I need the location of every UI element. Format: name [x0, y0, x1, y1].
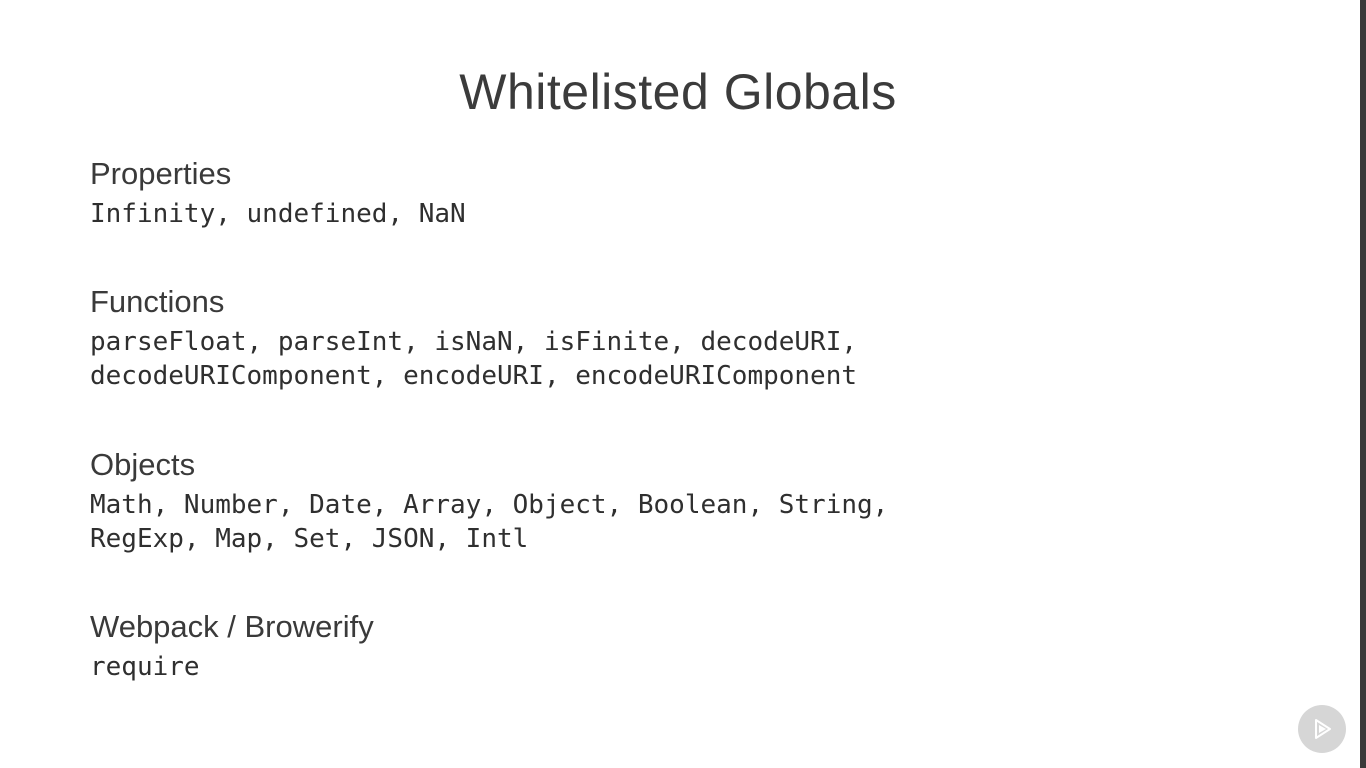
section-body: parseFloat, parseInt, isNaN, isFinite, d… — [90, 325, 1240, 393]
section-body: Math, Number, Date, Array, Object, Boole… — [90, 488, 1240, 556]
scrollbar-track[interactable] — [1360, 0, 1366, 768]
section-heading: Functions — [90, 284, 225, 319]
section-body: Infinity, undefined, NaN — [90, 197, 1240, 231]
section-objects: Objects Math, Number, Date, Array, Objec… — [90, 446, 1240, 556]
play-logo-icon[interactable] — [1298, 705, 1346, 753]
section-heading: Objects — [90, 447, 196, 482]
code-line: decodeURIComponent, encodeURI, encodeURI… — [90, 361, 858, 391]
section-properties: Properties Infinity, undefined, NaN — [90, 155, 1240, 231]
section-heading: Properties — [90, 156, 232, 191]
section-functions: Functions parseFloat, parseInt, isNaN, i… — [90, 283, 1240, 393]
code-line: require — [90, 652, 200, 682]
section-heading: Webpack / Browerify — [90, 609, 374, 644]
code-line: Math, Number, Date, Array, Object, Boole… — [90, 490, 889, 520]
section-body: require — [90, 650, 1240, 684]
code-line: RegExp, Map, Set, JSON, Intl — [90, 524, 529, 554]
scrollbar-thumb[interactable] — [1360, 0, 1366, 768]
code-line: Infinity, undefined, NaN — [90, 199, 466, 229]
play-logo-glyph — [1315, 719, 1331, 739]
slide-title: Whitelisted Globals — [459, 64, 897, 120]
section-webpack-browserify: Webpack / Browerify require — [90, 608, 1240, 684]
code-line: parseFloat, parseInt, isNaN, isFinite, d… — [90, 327, 858, 357]
